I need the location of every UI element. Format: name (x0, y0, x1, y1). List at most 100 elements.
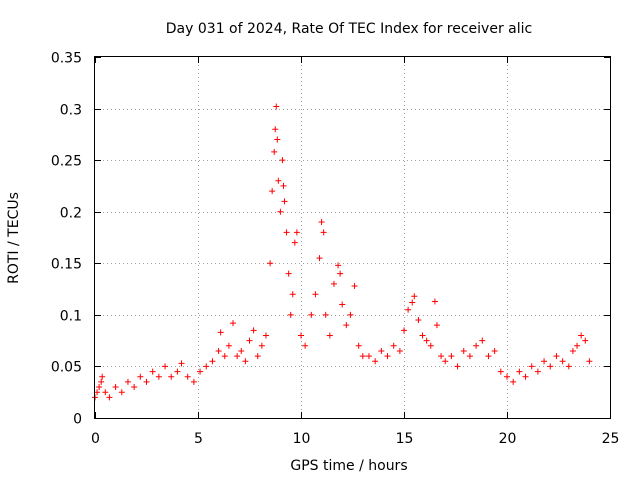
data-point (586, 358, 593, 365)
data-point (215, 347, 222, 354)
data-point (553, 353, 560, 360)
data-point (254, 353, 261, 360)
data-point (326, 332, 333, 339)
data-point (230, 320, 237, 327)
data-point (565, 363, 572, 370)
data-point (149, 368, 156, 375)
data-point (479, 337, 486, 344)
data-point (337, 270, 344, 277)
data-point (547, 363, 554, 370)
data-point (131, 384, 138, 391)
data-point (516, 368, 523, 375)
data-point (409, 299, 416, 306)
data-point (390, 342, 397, 349)
data-point (250, 327, 257, 334)
data-point (162, 363, 169, 370)
plot-frame (94, 56, 611, 419)
y-tick-label: 0.2 (60, 206, 82, 222)
data-point (504, 373, 510, 380)
data-point (308, 311, 315, 318)
y-axis-ticks: 0 0.05 0.1 0.15 0.2 0.25 0.3 0.35 (51, 51, 610, 428)
data-point (271, 148, 278, 155)
data-point (401, 327, 407, 334)
data-point (225, 342, 232, 349)
data-point (510, 378, 517, 385)
data-point (221, 353, 228, 360)
x-axis-label: GPS time / hours (290, 458, 407, 474)
data-point (203, 363, 210, 370)
data-point (217, 329, 224, 336)
data-point (460, 347, 467, 354)
data-point (269, 188, 276, 195)
data-point (209, 358, 216, 365)
data-point (343, 322, 350, 329)
data-point (174, 368, 181, 375)
data-point (184, 373, 191, 380)
data-point (485, 353, 492, 360)
data-point (431, 298, 438, 305)
data-point (335, 262, 342, 269)
data-point (98, 378, 105, 385)
data-point (466, 353, 473, 360)
data-point (578, 332, 585, 339)
data-point (438, 353, 445, 360)
grid-lines (95, 57, 610, 418)
data-point (318, 219, 325, 226)
data-point (405, 306, 412, 313)
data-point (339, 301, 346, 308)
data-point (396, 347, 403, 354)
data-point (559, 358, 566, 365)
y-tick-label: 0.05 (51, 360, 82, 376)
y-tick-label: 0.15 (51, 257, 82, 273)
data-point (291, 239, 298, 246)
data-point (258, 342, 265, 349)
data-point (320, 229, 327, 236)
data-point (384, 353, 391, 360)
x-tick-label: 25 (602, 431, 620, 447)
data-point (279, 157, 286, 164)
data-point (281, 198, 288, 205)
data-point (322, 311, 329, 318)
data-point (419, 332, 426, 339)
data-point (238, 347, 245, 354)
y-tick-label: 0.35 (51, 51, 82, 67)
data-point (528, 363, 535, 370)
y-tick-label: 0.1 (60, 309, 82, 325)
data-point (246, 337, 253, 344)
data-point (137, 373, 144, 380)
data-point (94, 389, 101, 396)
data-point (168, 373, 175, 380)
data-point (415, 317, 422, 324)
data-point (155, 373, 162, 380)
data-point (522, 373, 529, 380)
data-point (378, 347, 385, 354)
data-point (582, 337, 589, 344)
data-point (99, 373, 106, 380)
data-point (359, 353, 366, 360)
data-point (574, 342, 581, 349)
data-point (534, 368, 541, 375)
data-point (491, 347, 498, 354)
data-point (277, 208, 284, 215)
data-point (442, 358, 449, 365)
data-point (197, 368, 204, 375)
data-point (283, 229, 290, 236)
data-point (365, 353, 372, 360)
data-point (285, 270, 292, 277)
data-point (242, 358, 249, 365)
data-point (106, 394, 113, 401)
y-axis-label: ROTI / TECUs (6, 192, 22, 284)
data-point (190, 378, 197, 385)
data-point (262, 332, 269, 339)
data-points (92, 103, 593, 401)
data-point (112, 384, 119, 391)
data-point (316, 255, 323, 262)
data-point (427, 342, 434, 349)
data-point (118, 389, 125, 396)
y-tick-label: 0.3 (60, 103, 82, 119)
data-point (330, 280, 337, 287)
y-tick-label: 0 (73, 412, 82, 428)
data-point (274, 136, 281, 143)
y-tick-label: 0.25 (51, 154, 82, 170)
x-axis-ticks: 0 5 10 15 20 25 (91, 57, 619, 447)
